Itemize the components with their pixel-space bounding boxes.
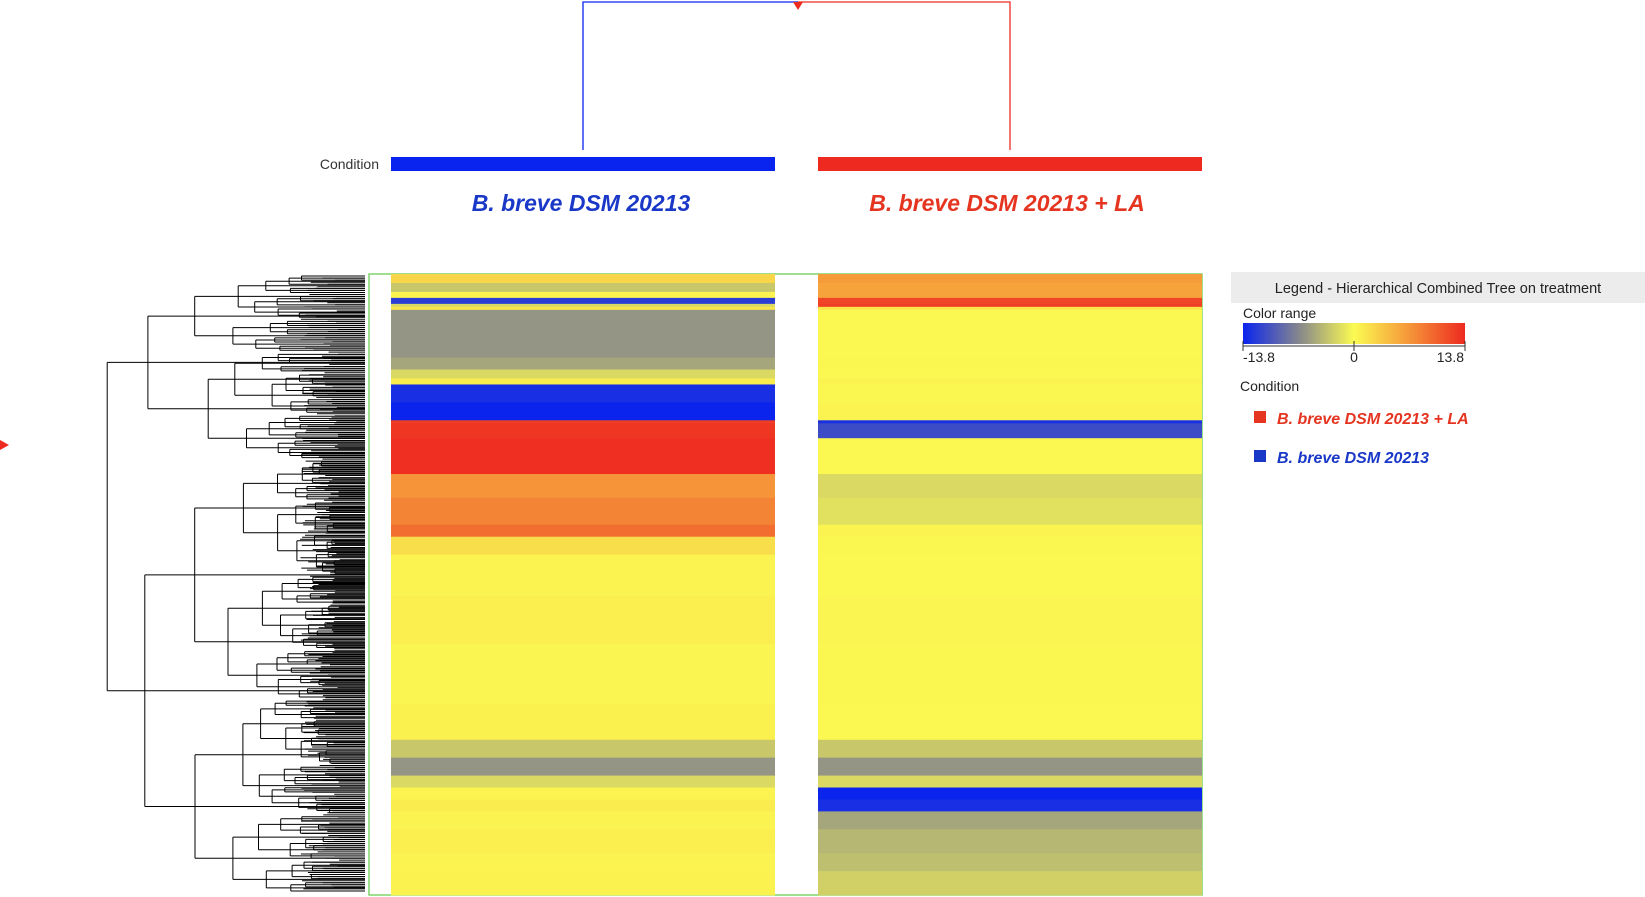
condition-bars: Condition [320,156,1202,172]
heatmap-cell [391,291,775,299]
condition-bar-dsm20213 [391,157,775,171]
heatmap-cell [391,384,775,403]
heatmap-cell [818,309,1202,358]
heatmap-cell [391,853,775,872]
heatmap-cell [818,739,1202,759]
heatmap-column-dsm20213 [391,274,775,896]
heatmap-cell [391,274,775,284]
legend: Legend - Hierarchical Combined Tree on t… [1231,272,1645,467]
heatmap-cell [391,309,775,358]
heatmap-cell [818,871,1202,896]
heatmap-cell [391,420,775,424]
heatmap-cell [391,524,775,538]
heatmap-cell [818,303,1202,308]
column-dendrogram-root-marker [793,2,803,10]
heatmap-cell [391,306,775,311]
heatmap-cell [818,497,1202,526]
heatmap-cell [391,596,775,645]
heatmap-cell [818,438,1202,475]
heatmap-cell [818,420,1202,424]
heatmap-cell [818,402,1202,421]
legend-condition-label: Condition [1240,378,1299,394]
heatmap-cell [391,438,775,475]
heatmap-cell [391,644,775,705]
heatmap-cell [391,357,775,370]
condition-bar-dsm20213-la [818,157,1202,171]
column-dendrogram [582,1,1011,150]
heatmap-cell [818,282,1202,293]
heatmap-cell [818,554,1202,597]
color-range-gradient [1243,323,1465,344]
heatmap-cell [818,853,1202,872]
color-range-mid-label: 0 [1350,349,1358,365]
row-dendrogram-leaves [300,275,365,892]
heatmap-cell [391,423,775,439]
heatmap-cell [391,775,775,788]
heatmap-cell [818,369,1202,379]
heatmap-cell [818,596,1202,645]
heatmap-cell [391,739,775,759]
heatmap-cell [391,757,775,776]
heatmap-cell [818,703,1202,741]
column-dendrogram-right-branch [798,1,1011,150]
heatmap-cell [818,536,1202,556]
heatmap-cell [818,291,1202,299]
legend-swatch-dsm20213 [1254,450,1266,462]
column-dendrogram-left-branch [582,1,798,150]
heatmap-cell [818,799,1202,812]
legend-color-range-label: Color range [1243,305,1316,321]
heatmap-cell [391,829,775,854]
heatmap-cell [391,536,775,556]
heatmap-cell [818,357,1202,370]
heatmap-cell [818,274,1202,284]
condition-label: Condition [320,156,379,172]
group-title-dsm20213-la: B. breve DSM 20213 + LA [869,190,1144,216]
legend-item-dsm20213-la: B. breve DSM 20213 + LA [1277,411,1469,428]
color-range-max-label: 13.8 [1437,349,1464,365]
heatmap-cell [818,524,1202,538]
heatmap-cell [391,811,775,830]
heatmap-cell [391,871,775,896]
heatmap-cell [818,644,1202,705]
heatmap-cell [818,757,1202,776]
legend-item-dsm20213: B. breve DSM 20213 [1277,450,1429,467]
heatmap-cell [818,378,1202,385]
heatmap-column-dsm20213-la [818,274,1202,896]
heatmap-cell [818,829,1202,854]
heatmap-cell [391,787,775,800]
heatmap-cell [818,474,1202,499]
heatmap-cell [391,378,775,385]
color-range-axis [1242,341,1466,351]
heatmap-cell [818,297,1202,305]
heatmap-cell [391,799,775,812]
legend-title: Legend - Hierarchical Combined Tree on t… [1275,281,1601,297]
heatmap-cell [391,703,775,741]
heatmap-cell [818,306,1202,311]
legend-swatch-dsm20213-la [1254,411,1266,423]
heatmap-cell [391,554,775,597]
heatmap-cell [391,297,775,305]
heatmap-cell [391,282,775,293]
heatmap-cell [818,423,1202,439]
heatmap-cell [818,787,1202,800]
color-range-min-label: -13.8 [1243,349,1275,365]
heatmap-cell [818,811,1202,830]
heatmap-cell [391,369,775,379]
row-dendrogram-root-marker [0,440,9,450]
heatmap-cell [391,402,775,421]
row-dendrogram [106,275,365,892]
heatmap-cell [391,474,775,499]
heatmap-cell [391,497,775,526]
legend-header [1231,272,1645,303]
heatmap-cell [391,303,775,308]
heatmap-cell [818,775,1202,788]
heatmap-cell [818,384,1202,403]
group-title-dsm20213: B. breve DSM 20213 [472,190,691,216]
